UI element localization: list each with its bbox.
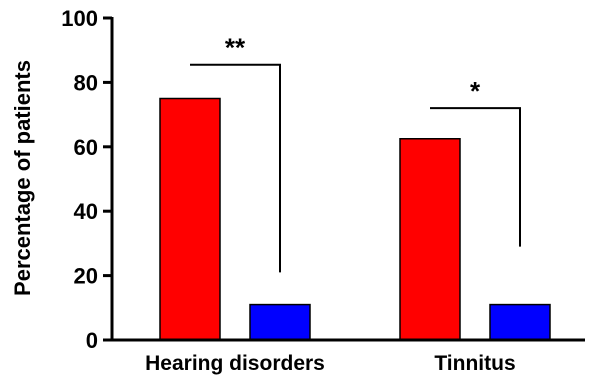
y-tick-label: 100 [61, 6, 98, 31]
x-category-label: Hearing disorders [145, 352, 325, 375]
y-tick-label: 60 [74, 135, 98, 160]
bar [399, 138, 461, 341]
significance-bracket [190, 63, 281, 273]
y-tick-label: 20 [74, 264, 98, 289]
x-category-labels: Hearing disorders Tinnitus [145, 352, 516, 375]
significance-layer: *** [190, 33, 521, 273]
significance-label: * [470, 76, 481, 106]
y-tick-label: 0 [86, 328, 98, 353]
y-tick-label: 40 [74, 199, 98, 224]
significance-label: ** [225, 33, 246, 63]
y-axis-title: Percentage of patients [10, 60, 35, 296]
y-tick-label: 80 [74, 70, 98, 95]
bar [249, 303, 311, 341]
significance-bracket [430, 107, 521, 247]
bars-layer [159, 97, 551, 341]
y-ticks: 0 20 40 60 80 100 [61, 6, 112, 353]
axes-layer [110, 17, 585, 342]
bar [159, 97, 221, 341]
bar [489, 303, 551, 341]
x-category-label: Tinnitus [434, 352, 515, 375]
